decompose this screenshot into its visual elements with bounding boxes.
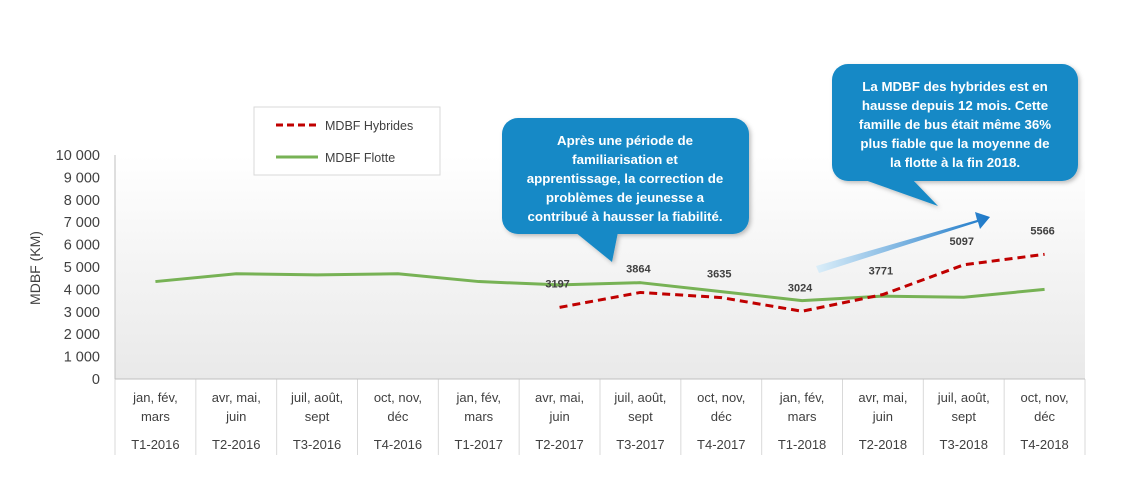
callout-line: problèmes de jeunesse a xyxy=(546,190,705,205)
x-category-label: avr, mai, xyxy=(535,390,584,405)
y-tick-label: 6 000 xyxy=(64,238,100,254)
series-line-hybrides xyxy=(559,252,1045,313)
x-category-label: jan, fév, xyxy=(132,390,178,405)
y-tick-label: 8 000 xyxy=(64,193,100,209)
x-category-label: juin xyxy=(225,409,246,424)
x-category-label: mars xyxy=(141,409,170,424)
y-tick-labels: 0 1 000 2 000 3 000 4 000 5 000 6 000 7 000 8 00… xyxy=(56,148,100,388)
series xyxy=(155,252,1045,313)
x-category-label: juil, août, xyxy=(937,390,990,405)
callout-line: La MDBF des hybrides est en xyxy=(862,79,1047,94)
x-group-labels: T1-2016 T2-2016 T3-2016 T4-2016 T1-2017 T2-20… xyxy=(131,437,1069,452)
x-group-label: T1-2016 xyxy=(131,437,179,452)
callout-hybrides-hausse-text: La MDBF des hybrides est en hausse depuis… xyxy=(859,79,1051,170)
callout-line: apprentissage, la correction de xyxy=(527,171,724,186)
callout-line: la flotte à la fin 2018. xyxy=(890,155,1020,170)
x-group-label: T4-2017 xyxy=(697,437,745,452)
y-axis-title: MDBF (KM) xyxy=(27,231,43,305)
data-label-hybrides: 5097 xyxy=(950,236,974,248)
x-category-label: juil, août, xyxy=(290,390,343,405)
data-label-hybrides: 3771 xyxy=(869,266,893,278)
x-category-label: oct, nov, xyxy=(1020,390,1068,405)
y-tick-label: 5 000 xyxy=(64,260,100,276)
data-label-hybrides: 5566 xyxy=(1030,225,1054,237)
x-category-label: sept xyxy=(951,409,976,424)
callout-line: Après une période de xyxy=(557,133,693,148)
legend-label-flotte: MDBF Flotte xyxy=(325,151,395,165)
x-category-label: juin xyxy=(872,409,893,424)
data-label-hybrides: 3197 xyxy=(545,278,569,290)
x-category-label: jan, fév, xyxy=(779,390,825,405)
callout-hybrides-hausse xyxy=(832,64,1078,206)
x-category-label: juin xyxy=(548,409,569,424)
x-group-label: T4-2018 xyxy=(1020,437,1068,452)
x-category-label: avr, mai, xyxy=(858,390,907,405)
data-label-hybrides: 3024 xyxy=(788,282,813,294)
x-category-label: jan, fév, xyxy=(455,390,501,405)
callout-line: familiarisation et xyxy=(572,152,678,167)
y-tick-label: 9 000 xyxy=(64,170,100,186)
x-category-label: mars xyxy=(464,409,493,424)
legend: MDBF Hybrides MDBF Flotte xyxy=(253,106,441,176)
x-category-label: mars xyxy=(788,409,817,424)
axes xyxy=(114,155,1085,380)
y-tick-label: 0 xyxy=(92,372,100,388)
callout-line: plus fiable que la moyenne de xyxy=(860,136,1049,151)
x-category-label: sept xyxy=(628,409,653,424)
x-group-label: T2-2016 xyxy=(212,437,260,452)
trend-arrow xyxy=(816,212,990,273)
data-labels: 3197 3864 3635 3024 3771 5097 5566 xyxy=(545,225,1054,294)
data-label-hybrides: 3635 xyxy=(707,269,731,281)
x-group-label: T1-2018 xyxy=(778,437,826,452)
x-category-label: déc xyxy=(1034,409,1055,424)
x-category-label: oct, nov, xyxy=(697,390,745,405)
callout-line: hausse depuis 12 mois. Cette xyxy=(862,98,1048,113)
x-group-label: T4-2016 xyxy=(374,437,422,452)
callout-familiarisation xyxy=(502,118,749,262)
x-category-label: déc xyxy=(387,409,408,424)
callout-familiarisation-text: Après une période de familiarisation et ap… xyxy=(527,133,724,224)
y-tick-label: 3 000 xyxy=(64,305,100,321)
x-category-label: oct, nov, xyxy=(374,390,422,405)
callout-line: contribué à hausser la fiabilité. xyxy=(527,209,722,224)
x-category-label: déc xyxy=(711,409,732,424)
legend-label-hybrides: MDBF Hybrides xyxy=(325,119,413,133)
data-label-hybrides: 3864 xyxy=(626,263,651,275)
category-grid xyxy=(114,379,1086,455)
x-group-label: T2-2018 xyxy=(859,437,907,452)
y-tick-label: 1 000 xyxy=(64,350,100,366)
x-category-label: juil, août, xyxy=(613,390,666,405)
x-group-label: T1-2017 xyxy=(455,437,503,452)
x-group-label: T2-2017 xyxy=(535,437,583,452)
x-group-label: T3-2018 xyxy=(940,437,988,452)
series-line-flotte xyxy=(155,272,1045,303)
x-group-label: T3-2017 xyxy=(616,437,664,452)
y-tick-label: 7 000 xyxy=(64,215,100,231)
x-category-label: avr, mai, xyxy=(212,390,261,405)
callout-line: famille de bus était même 36% xyxy=(859,117,1051,132)
y-tick-label: 10 000 xyxy=(56,148,100,164)
x-group-label: T3-2016 xyxy=(293,437,341,452)
x-category-label: sept xyxy=(305,409,330,424)
y-tick-label: 4 000 xyxy=(64,282,100,298)
y-tick-label: 2 000 xyxy=(64,327,100,343)
x-category-labels: jan, fév, mars avr, mai, juin juil, août, sep… xyxy=(132,390,1069,424)
legend-box xyxy=(253,106,441,176)
